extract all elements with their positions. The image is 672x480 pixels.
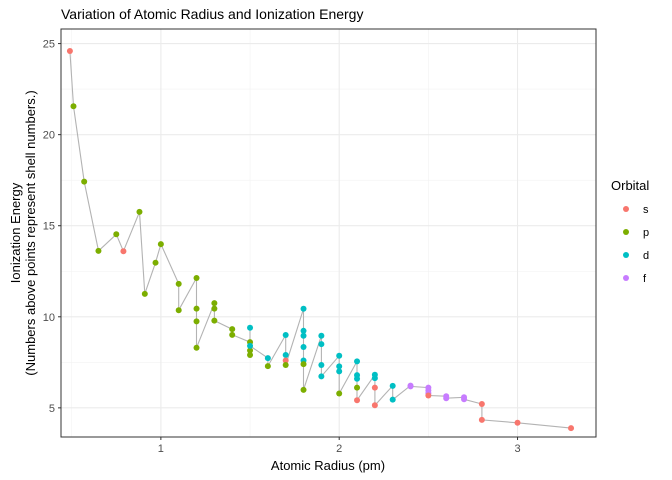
data-point-d [354, 375, 361, 382]
data-point-p [282, 362, 289, 369]
data-point-p [175, 307, 182, 314]
data-point-d [318, 373, 325, 380]
data-point-s [354, 397, 361, 404]
data-point-d [282, 332, 289, 338]
data-point-d [300, 344, 307, 351]
legend-label-f: f [643, 273, 647, 285]
y-tick-label: 15 [43, 221, 55, 233]
data-point-p [193, 344, 200, 351]
y-tick-label: 10 [43, 312, 55, 324]
data-point-f [443, 395, 450, 402]
data-point-p [95, 247, 102, 254]
plot-border [60, 28, 597, 438]
data-point-p [247, 347, 254, 354]
data-point-d [264, 355, 271, 362]
x-axis-title: Atomic Radius (pm) [271, 458, 385, 473]
y-axis-title: Ionization Energy (Numbers above points … [8, 90, 38, 375]
grid-major [61, 29, 596, 437]
data-point-p [336, 390, 343, 397]
chart-title: Variation of Atomic Radius and Ionizatio… [61, 6, 363, 22]
data-point-p [70, 103, 77, 110]
data-point-s [478, 416, 485, 423]
data-point-s [371, 384, 378, 391]
data-point-d [336, 352, 343, 359]
data-point-s [425, 392, 432, 399]
data-point-s [478, 401, 485, 408]
data-point-p [141, 290, 148, 297]
legend-label-d: d [643, 250, 649, 262]
data-point-p [157, 241, 164, 248]
data-point-p [193, 274, 200, 281]
y-tick-label: 20 [43, 130, 55, 142]
x-tick-label: 1 [158, 443, 164, 455]
data-point-s [568, 425, 575, 432]
data-point-s [66, 48, 73, 55]
legend-key-f [623, 275, 629, 281]
data-point-d [247, 324, 254, 331]
data-point-p [211, 305, 218, 312]
data-point-p [152, 259, 159, 266]
plot-panel [61, 29, 596, 437]
data-point-f [407, 383, 414, 390]
data-point-f [461, 396, 468, 403]
data-point-d [318, 332, 325, 339]
data-point-d [354, 358, 361, 365]
legend-key-d [623, 252, 629, 258]
data-point-p [81, 178, 88, 185]
data-point-d [336, 368, 343, 375]
y-axis: 5 10 15 20 25 [43, 39, 61, 415]
data-point-s [282, 357, 289, 364]
data-point-d [300, 332, 307, 339]
data-points [66, 48, 575, 432]
x-axis: 1 2 3 [158, 437, 521, 455]
y-tick-label: 25 [43, 39, 55, 51]
legend-title: Orbital [611, 178, 649, 193]
data-point-p [211, 300, 218, 307]
data-point-d [318, 341, 325, 348]
legend-key-s [623, 206, 629, 212]
data-point-d [389, 382, 396, 389]
data-point-s [514, 419, 521, 426]
data-point-d [389, 396, 396, 403]
legend-key-p [623, 229, 629, 235]
x-tick-label: 2 [336, 443, 342, 455]
data-point-p [211, 317, 218, 324]
data-point-p [175, 280, 182, 287]
data-point-d [300, 305, 307, 312]
data-point-s [371, 402, 378, 409]
data-point-d [318, 362, 325, 369]
legend-label-s: s [643, 204, 649, 216]
data-point-d [371, 375, 378, 382]
data-point-p [247, 352, 254, 359]
y-axis-title-line2: (Numbers above points represent shell nu… [23, 90, 38, 375]
data-point-p [113, 231, 120, 238]
data-point-p [300, 361, 307, 368]
data-point-d [282, 352, 289, 359]
data-point-d [336, 363, 343, 370]
data-point-p [354, 384, 361, 391]
x-tick-label: 3 [514, 443, 520, 455]
y-axis-title-line1: Ionization Energy [8, 182, 23, 283]
data-point-p [229, 331, 236, 338]
legend-label-p: p [643, 227, 649, 239]
data-point-p [264, 363, 271, 370]
data-point-s [120, 248, 127, 255]
data-point-p [193, 305, 200, 312]
data-point-d [300, 327, 307, 334]
data-point-d [247, 342, 254, 349]
grid-minor [61, 29, 596, 437]
y-tick-label: 5 [49, 403, 55, 415]
data-point-p [300, 386, 307, 393]
data-point-p [136, 208, 143, 215]
data-point-p [229, 326, 236, 333]
data-point-p [193, 318, 200, 325]
